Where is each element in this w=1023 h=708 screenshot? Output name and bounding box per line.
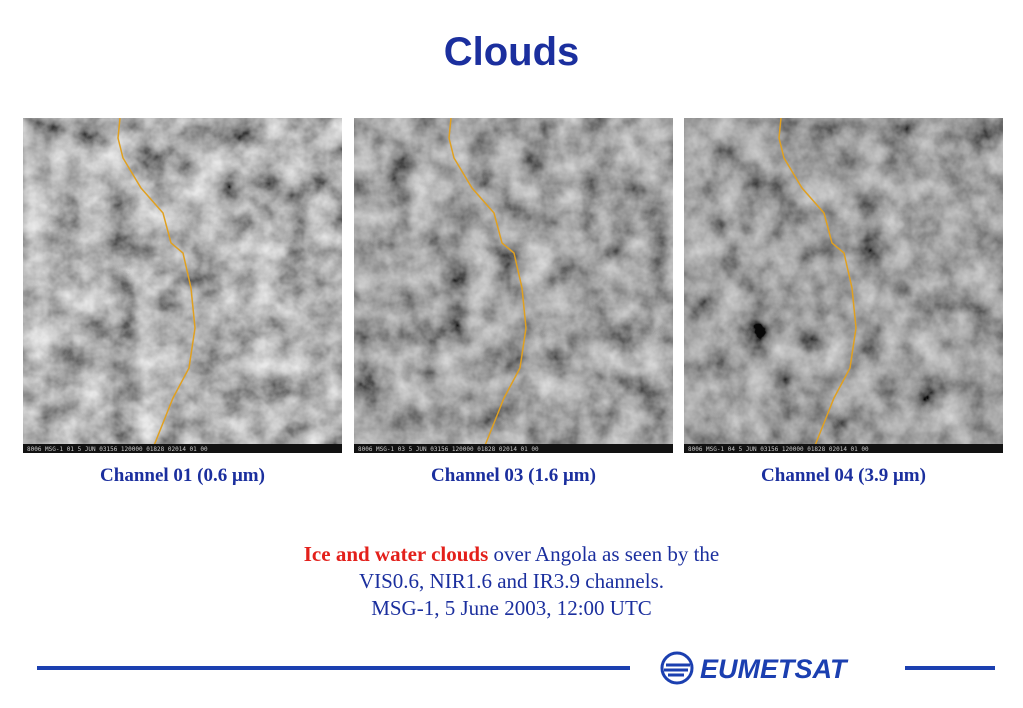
logo-text: EUMETSAT (700, 654, 849, 684)
image: 8006 MSG-1 01 5 JUN 03156 120000 01828 0… (23, 118, 342, 453)
description-highlight: Ice and water clouds (303, 542, 489, 566)
coastline (778, 118, 857, 449)
description-line: over Angola as seen by the (488, 542, 720, 566)
footer-rule (905, 666, 995, 670)
footer-rule (37, 666, 630, 670)
image-caption: Channel 03 (1.6 μm) (431, 465, 596, 486)
image: 8006 MSG-1 04 5 JUN 03156 120000 01828 0… (684, 118, 1003, 453)
info-strip-text: 8006 MSG-1 03 5 JUN 03156 120000 01828 0… (358, 446, 539, 453)
info-strip-text: 8006 MSG-1 04 5 JUN 03156 120000 01828 0… (688, 446, 869, 453)
logo-icon (660, 651, 694, 685)
slide-title: Clouds (443, 30, 580, 74)
info-strip (354, 444, 673, 453)
satellite-image: 8006 MSG-1 04 5 JUN 03156 120000 01828 0… (684, 118, 1003, 453)
info-strip (684, 444, 1003, 453)
logo: EUMETSAT (660, 651, 849, 685)
cloud-texture (354, 118, 673, 453)
image-caption: Channel 04 (3.9 μm) (761, 465, 926, 486)
cloud-texture (23, 118, 342, 453)
description: Ice and water clouds over Angola as seen… (0, 541, 1023, 622)
satellite-image: 8006 MSG-1 01 5 JUN 03156 120000 01828 0… (23, 118, 342, 453)
description-line: MSG-1, 5 June 2003, 12:00 UTC (371, 596, 652, 620)
logo-icon-lines (664, 663, 690, 677)
description-line: VIS0.6, NIR1.6 and IR3.9 channels. (358, 569, 665, 593)
coastline (117, 118, 196, 449)
image: 8006 MSG-1 03 5 JUN 03156 120000 01828 0… (354, 118, 673, 453)
satellite-image: 8006 MSG-1 03 5 JUN 03156 120000 01828 0… (354, 118, 673, 453)
info-strip-text: 8006 MSG-1 01 5 JUN 03156 120000 01828 0… (27, 446, 208, 453)
image-caption: Channel 01 (0.6 μm) (100, 465, 265, 486)
info-strip (23, 444, 342, 453)
coastline (448, 118, 527, 449)
cloud-texture (684, 118, 1003, 453)
